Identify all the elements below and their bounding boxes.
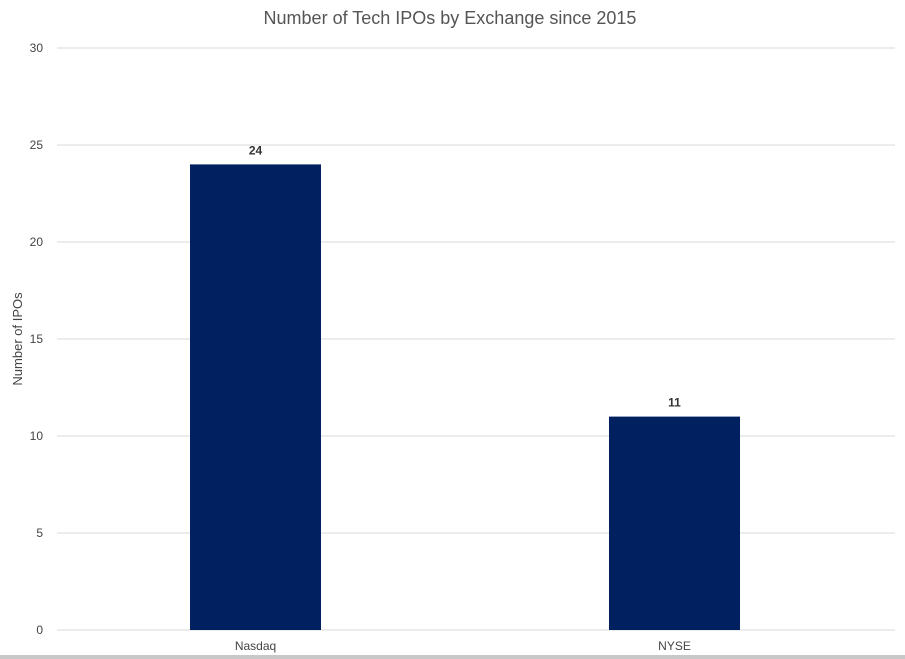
x-tick-label-nasdaq: Nasdaq [235,639,276,653]
y-tick-label-25: 25 [30,138,44,152]
gridlines [57,47,895,631]
x-tick-label-nyse: NYSE [658,639,691,653]
y-tick-label-0: 0 [36,623,43,637]
y-tick-label-15: 15 [30,332,44,346]
y-tick-label-5: 5 [36,526,43,540]
y-tick-label-20: 20 [30,235,44,249]
y-axis-ticks: 0 5 10 15 20 25 30 [30,41,44,637]
data-labels: 24 11 [249,143,681,409]
bottom-border [0,655,905,659]
y-tick-label-10: 10 [30,429,44,443]
bar-nasdaq [190,164,321,630]
data-label-nyse: 11 [668,396,681,410]
x-axis-ticks: Nasdaq NYSE [235,639,691,653]
y-axis-label: Number of IPOs [10,292,25,386]
bar-nyse [609,416,740,630]
data-label-nasdaq: 24 [249,143,263,157]
bars [190,164,740,630]
chart-title: Number of Tech IPOs by Exchange since 20… [264,8,637,28]
y-tick-label-30: 30 [30,41,44,55]
